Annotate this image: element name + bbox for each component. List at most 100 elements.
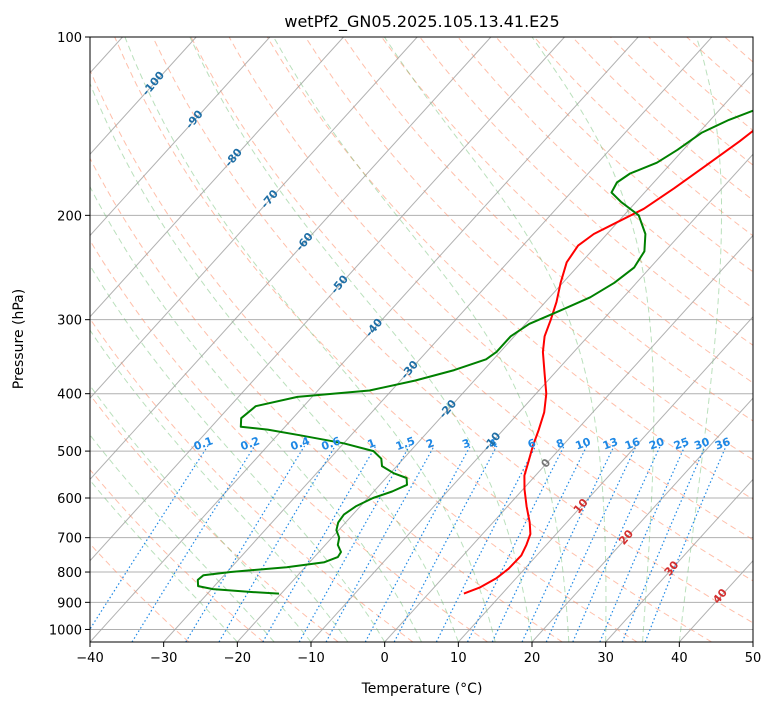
moist-adiabat	[90, 384, 312, 642]
dry-adiabat	[90, 468, 264, 642]
mixing-ratio-label: 2	[424, 436, 436, 451]
mixing-ratio-line	[466, 445, 565, 642]
moist-adiabat	[678, 37, 722, 642]
isotherm-line	[90, 37, 565, 562]
dry-adiabat	[228, 37, 753, 541]
y-tick-label: 800	[57, 566, 82, 581]
dry-adiabat	[381, 37, 753, 384]
background-lines	[90, 37, 753, 642]
x-tick-label: −30	[150, 651, 177, 666]
mixing-ratio-line	[572, 445, 661, 642]
x-tick-label: 0	[381, 651, 389, 666]
isotherm-line	[384, 234, 753, 642]
moist-adiabat	[90, 82, 459, 642]
axis-ticks: −40 −30 −20 −10 0 10 20 30 40 5010020030040050060…	[49, 31, 761, 666]
isotherm-line	[457, 316, 753, 642]
plot-frame	[89, 36, 754, 643]
x-tick-label: −10	[297, 651, 324, 666]
isotherm-line	[163, 37, 713, 642]
x-tick-label: 10	[450, 651, 467, 666]
mixing-ratio-label: 25	[672, 435, 691, 452]
mixing-ratio-label: 1	[366, 436, 378, 451]
profile-lines	[196, 109, 753, 595]
isotherm-line	[90, 37, 639, 642]
line-labels: 0.1 0.2 0.4 0.6 1 1.5 2 3 4 6 8 10 13 16 20 25 30 36-100-…	[139, 69, 732, 607]
dry-adiabat	[114, 37, 712, 642]
mixing-ratio-line	[491, 445, 588, 642]
dry-adiabat	[90, 394, 339, 642]
dry-adiabat	[152, 37, 753, 624]
mixing-ratio-line	[131, 445, 256, 642]
y-tick-label: 600	[57, 492, 82, 507]
y-tick-label: 900	[57, 596, 82, 611]
moist-adiabat	[273, 37, 570, 642]
dry-adiabat	[533, 37, 753, 237]
mixing-ratio-label: 8	[554, 436, 566, 451]
isotherm-line	[236, 72, 753, 642]
mixing-ratio-line	[218, 445, 336, 642]
dry-adiabat	[90, 317, 414, 642]
isotherm-line	[90, 37, 197, 155]
mixing-ratio-label: 20	[647, 435, 666, 453]
dry-adiabat	[419, 37, 753, 346]
moist-adiabat	[90, 185, 422, 642]
mixing-ratio-line	[599, 445, 686, 642]
dry-adiabat	[90, 239, 488, 642]
mixing-ratio-label: 16	[623, 435, 642, 453]
mixing-ratio-line	[90, 445, 209, 631]
dry-adiabat	[495, 37, 753, 273]
y-axis-label: Pressure (hPa)	[11, 289, 27, 389]
x-tick-label: −20	[224, 651, 251, 666]
y-tick-label: 300	[57, 314, 82, 329]
mixing-ratio-label: 1.5	[394, 434, 417, 453]
temperature-line	[463, 129, 753, 595]
moist-adiabat	[383, 37, 607, 642]
y-tick-label: 400	[57, 388, 82, 403]
mixing-ratio-line	[298, 445, 411, 642]
isotherm-line	[678, 559, 753, 642]
dry-adiabat	[90, 157, 563, 642]
x-axis-label: Temperature (°C)	[361, 681, 483, 697]
mixing-ratio-line	[262, 445, 377, 642]
x-tick-label: −40	[76, 651, 103, 666]
mixing-ratio-label: 0.4	[289, 434, 312, 453]
x-tick-label: 40	[671, 651, 688, 666]
dry-adiabat	[266, 37, 753, 500]
mixing-ratio-label: 6	[526, 436, 538, 451]
mixing-ratio-label: 0.1	[192, 434, 215, 453]
isotherm-line	[90, 37, 492, 481]
moist-adiabat	[90, 329, 349, 642]
y-tick-label: 100	[57, 31, 82, 46]
mixing-ratio-label: 36	[713, 435, 732, 453]
y-tick-label: 500	[57, 445, 82, 460]
moist-adiabat	[90, 434, 275, 642]
mixing-ratio-label: 0.2	[239, 434, 262, 453]
dry-adiabat	[90, 543, 190, 642]
dry-adiabat	[457, 37, 753, 309]
isotherm-line	[90, 37, 271, 237]
moist-adiabat	[189, 37, 533, 642]
moist-adiabat	[90, 264, 386, 642]
dewpoint-line	[196, 109, 753, 595]
mixing-ratio-label: 3	[460, 436, 472, 451]
mixing-ratio-label: 10	[574, 435, 593, 453]
x-tick-label: 50	[745, 651, 762, 666]
isotherm-line	[90, 37, 418, 399]
mixing-ratio-label: 30	[692, 435, 711, 453]
mixing-ratio-line	[364, 445, 471, 642]
isotherm-line	[605, 478, 753, 642]
x-tick-label: 30	[597, 651, 614, 666]
mixing-ratio-label: 0.6	[320, 434, 343, 453]
moist-adiabat	[90, 479, 238, 642]
x-tick-label: 20	[524, 651, 541, 666]
mixing-ratio-line	[325, 445, 435, 642]
isotherm-line	[310, 153, 753, 642]
isotherm-line	[531, 397, 753, 642]
mixing-ratio-line	[185, 445, 306, 642]
chart-title: wetPf2_GN05.2025.105.13.41.E25	[284, 12, 559, 32]
mixing-ratio-label: 4	[487, 436, 499, 451]
mixing-ratio-line	[644, 445, 727, 642]
moist-adiabat	[531, 37, 655, 642]
mixing-ratio-label: 13	[601, 435, 620, 452]
